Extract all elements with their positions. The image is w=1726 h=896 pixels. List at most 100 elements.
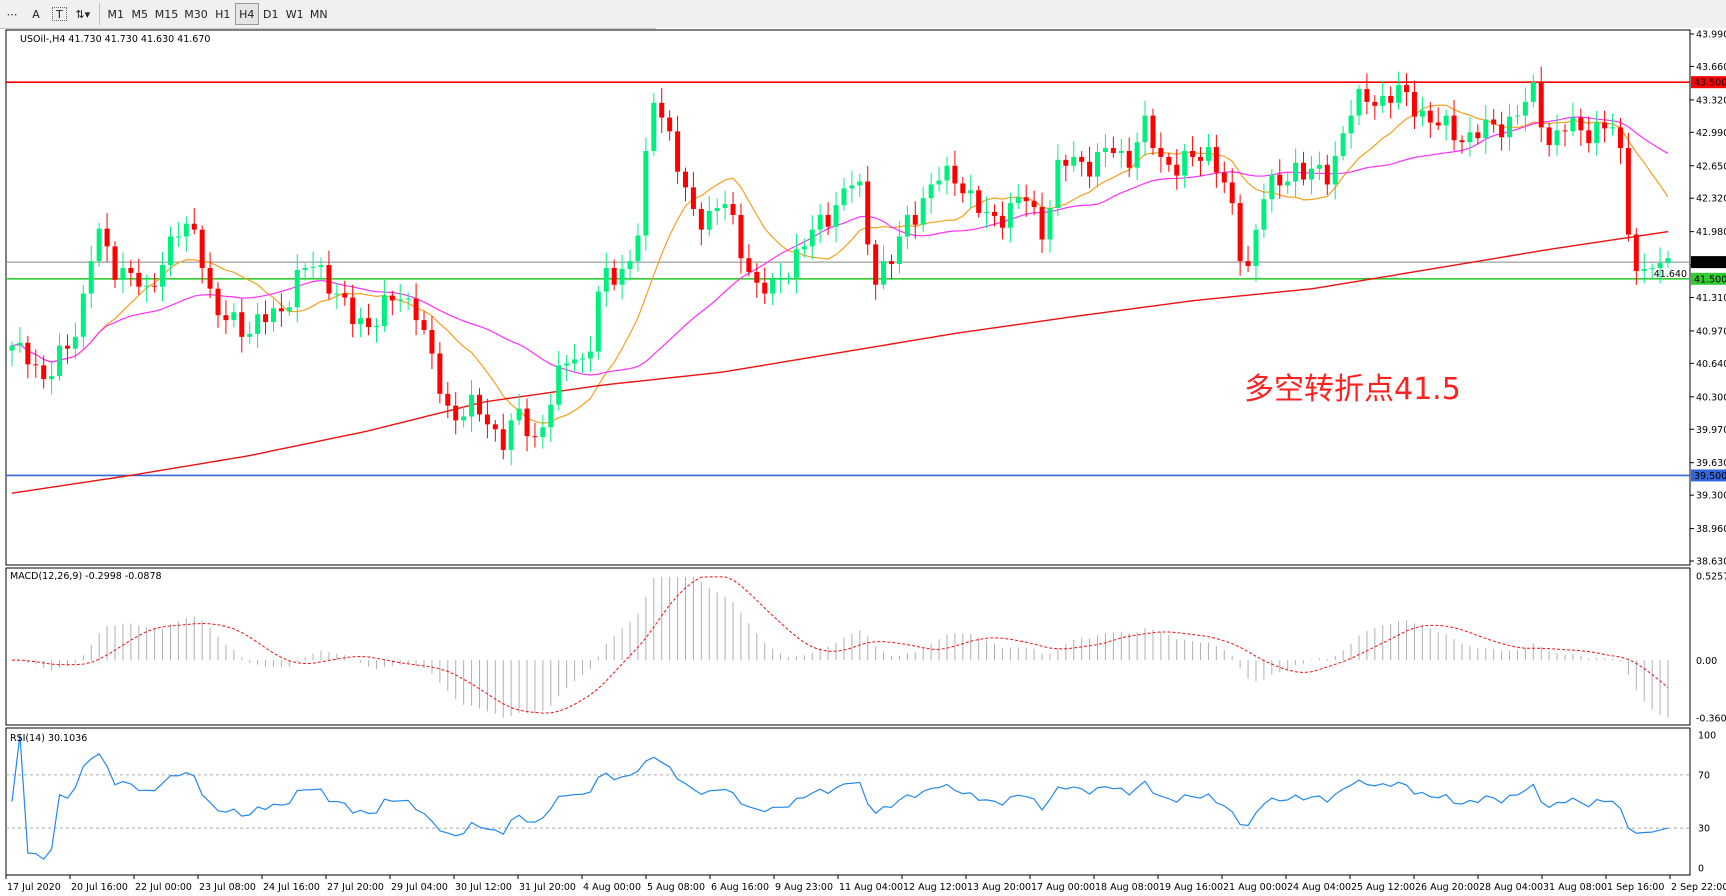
timeframe-h1[interactable]: H1 xyxy=(215,7,231,21)
candle-bear xyxy=(1427,110,1433,123)
main-panel xyxy=(5,29,1691,566)
macd-axis-label: -0.3603 xyxy=(1696,714,1726,725)
candle-bull xyxy=(1285,181,1291,186)
candle-bull xyxy=(1007,203,1013,228)
candle-bull xyxy=(1380,95,1386,106)
candle-bull xyxy=(857,181,863,186)
candle-bull xyxy=(1316,164,1322,169)
candle-bear xyxy=(366,318,372,327)
text-label-icon[interactable]: T xyxy=(52,7,67,21)
macd-axis-label: 0.00 xyxy=(1696,656,1717,667)
x-tick-label: 24 Aug 04:00 xyxy=(1287,882,1351,893)
x-tick-label: 18 Aug 08:00 xyxy=(1095,882,1159,893)
candle-bear xyxy=(33,364,39,366)
candle-bear xyxy=(1166,156,1172,165)
candle-bull xyxy=(881,261,887,285)
candle-bear xyxy=(675,131,681,172)
candle-bear xyxy=(690,187,696,210)
candle-bull xyxy=(1665,258,1671,264)
candle-bear xyxy=(1404,85,1410,93)
candle-bear xyxy=(825,214,831,227)
candle-bear xyxy=(873,244,879,285)
candle-bull xyxy=(286,307,292,312)
candle-bear xyxy=(1602,122,1608,129)
candle-bull xyxy=(904,214,910,237)
candle-bull xyxy=(1641,268,1647,271)
text-tool-icon[interactable]: A xyxy=(32,7,40,21)
y-tick-label: 43.320 xyxy=(1696,95,1726,106)
toolbar-separator xyxy=(98,3,100,25)
y-tick-label: 43.990 xyxy=(1696,30,1726,41)
candle-bear xyxy=(453,405,459,421)
y-tick-label: 42.320 xyxy=(1696,194,1726,205)
candle-bear xyxy=(239,312,245,337)
timeframe-d1[interactable]: D1 xyxy=(263,7,279,21)
rsi-line xyxy=(11,734,1669,861)
candle-bear xyxy=(1324,164,1330,185)
candle-bear xyxy=(207,268,213,289)
candle-bull xyxy=(318,265,324,268)
candle-bear xyxy=(1245,261,1251,267)
candle-bull xyxy=(1332,155,1338,185)
candle-bear xyxy=(1475,132,1481,139)
candle-bear xyxy=(500,429,506,450)
timeframe-mn[interactable]: MN xyxy=(309,7,328,21)
candle-bear xyxy=(667,117,673,132)
candle-bull xyxy=(1483,119,1489,139)
candle-bear xyxy=(484,414,490,425)
candle-bull xyxy=(373,326,379,328)
candle-bull xyxy=(968,190,974,194)
candle-bull xyxy=(1102,148,1108,152)
annotation-text: 多空转折点41.5 xyxy=(1244,372,1461,407)
timeframe-m1[interactable]: M1 xyxy=(107,7,124,21)
timeframe-m5[interactable]: M5 xyxy=(131,7,148,21)
candle-bear xyxy=(429,329,435,354)
candle-bear xyxy=(1538,82,1544,128)
grid-icon[interactable]: ⋯ xyxy=(6,7,18,21)
timeframe-w1[interactable]: W1 xyxy=(285,7,304,21)
candle-bull xyxy=(17,342,23,346)
candle-bear xyxy=(659,102,665,118)
candle-bear xyxy=(1499,124,1505,138)
candle-bull xyxy=(1657,263,1663,269)
candle-bear xyxy=(1237,203,1243,262)
candle-bull xyxy=(1293,162,1299,182)
y-tick-label: 38.960 xyxy=(1696,524,1726,535)
candle-bear xyxy=(1451,115,1457,141)
x-tick-label: 26 Aug 20:00 xyxy=(1415,882,1479,893)
x-tick-label: 20 Jul 16:00 xyxy=(71,882,128,893)
candle-bear xyxy=(976,190,982,213)
candle-bull xyxy=(255,314,261,334)
y-tick-label: 42.990 xyxy=(1696,128,1726,139)
candle-bear xyxy=(1633,234,1639,271)
candle-bear xyxy=(191,223,197,230)
timeframe-m15[interactable]: M15 xyxy=(154,7,179,21)
level-price-tag xyxy=(1691,469,1726,482)
candle-bear xyxy=(1087,161,1093,177)
candle-bear xyxy=(1063,159,1069,166)
x-tick-label: 31 Aug 08:00 xyxy=(1543,882,1607,893)
candle-bull xyxy=(96,228,102,262)
candle-bear xyxy=(1198,156,1204,161)
candle-bull xyxy=(57,345,63,377)
candle-bear xyxy=(746,258,752,272)
candle-bear xyxy=(952,165,958,184)
candle-bear xyxy=(1625,148,1631,235)
macd-legend: MACD(12,26,9) -0.2998 -0.0878 xyxy=(10,571,162,582)
candle-bull xyxy=(9,345,15,351)
candle-bear xyxy=(25,342,31,365)
arrows-tool-icon[interactable]: ⇅▾ xyxy=(75,7,91,21)
timeframe-h4[interactable]: H4 xyxy=(234,3,259,25)
x-tick-label: 23 Jul 08:00 xyxy=(199,882,256,893)
candle-bear xyxy=(889,261,895,265)
y-tick-label: 41.980 xyxy=(1696,227,1726,238)
candle-bull xyxy=(1522,101,1528,116)
rsi-axis-label: 100 xyxy=(1698,731,1716,742)
candle-bear xyxy=(1562,130,1568,132)
rsi-axis-label: 30 xyxy=(1698,824,1710,835)
candle-bull xyxy=(1071,156,1077,166)
candle-bull xyxy=(144,285,150,287)
timeframe-m30[interactable]: M30 xyxy=(184,7,208,21)
candle-bull xyxy=(381,295,387,327)
